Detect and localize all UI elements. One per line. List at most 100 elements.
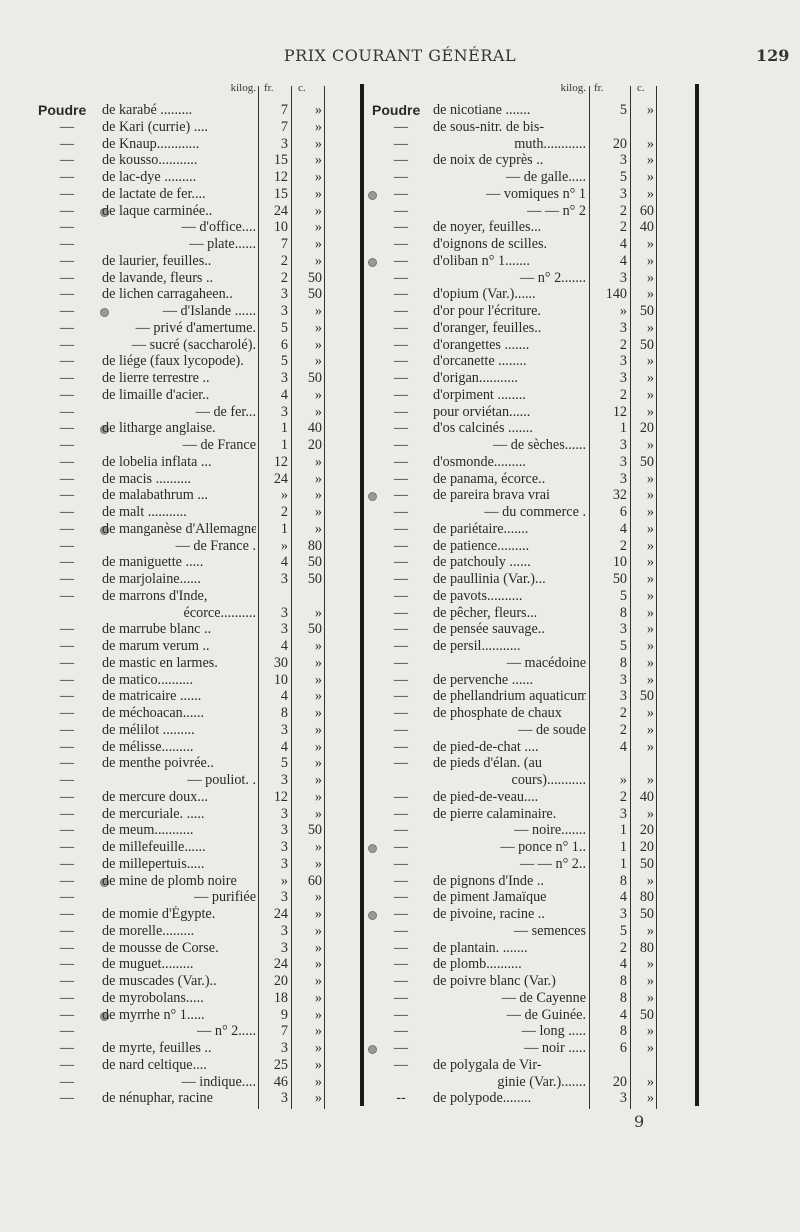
ditto-dash: — bbox=[393, 1040, 409, 1056]
ditto-dash: — bbox=[59, 370, 75, 386]
ditto-dash: — bbox=[59, 185, 75, 202]
price-centimes: » bbox=[314, 956, 322, 973]
item-name: — de fer... bbox=[195, 403, 256, 420]
page-number: 129 bbox=[756, 46, 790, 65]
price-francs: 3 bbox=[619, 621, 627, 638]
price-row: — d'oranger, feuilles.. 3 » bbox=[0, 320, 700, 337]
price-row: — de malt ........... 2 » bbox=[0, 504, 700, 521]
price-francs: 50 bbox=[612, 571, 627, 587]
price-row: — de mélilot ......... 3 » bbox=[0, 722, 700, 739]
price-row: — — — n° 2.. 1 50 bbox=[0, 856, 700, 873]
item-name: d'oliban n° 1....... bbox=[433, 252, 530, 269]
price-row: — d'orangettes ....... 2 50 bbox=[0, 337, 700, 354]
item-name: de pervenche ...... bbox=[433, 671, 534, 688]
item-name: — pouliot. . bbox=[187, 772, 256, 788]
ditto-dash: — bbox=[59, 219, 75, 236]
price-row: — de persil........... 5 » bbox=[0, 638, 700, 655]
item-name: — noir ..... bbox=[524, 1040, 586, 1056]
item-name: — de soude bbox=[518, 721, 586, 738]
price-centimes: » bbox=[646, 654, 654, 671]
ditto-dash: — bbox=[393, 939, 409, 956]
item-name: — de Cayenne bbox=[501, 989, 586, 1006]
price-centimes: » bbox=[314, 839, 322, 855]
price-centimes: » bbox=[314, 788, 322, 805]
item-name: de pied-de-veau.... bbox=[433, 788, 539, 805]
price-row: — de marrons d'Inde, bbox=[0, 588, 700, 605]
price-centimes: » bbox=[646, 604, 654, 621]
item-name: de macis .......... bbox=[102, 470, 192, 487]
price-centimes: » bbox=[646, 487, 654, 504]
price-row: — de morelle......... 3 » bbox=[0, 923, 700, 940]
price-francs: 12 bbox=[273, 453, 288, 470]
price-row: — d'osmonde......... 3 50 bbox=[0, 454, 700, 471]
price-row: — de millefeuille...... 3 » bbox=[0, 839, 700, 856]
price-francs: 4 bbox=[619, 889, 627, 906]
price-centimes: » bbox=[314, 939, 322, 956]
item-name: — de France . bbox=[175, 537, 256, 554]
price-francs: 4 bbox=[619, 236, 627, 252]
price-centimes: » bbox=[646, 269, 654, 286]
ditto-dash: — bbox=[59, 353, 75, 370]
price-row: — — privé d'amertume. 5 » bbox=[0, 320, 700, 337]
price-row: — — de Cayenne 8 » bbox=[0, 990, 700, 1007]
price-francs: 3 bbox=[619, 437, 627, 453]
price-centimes: » bbox=[646, 537, 654, 554]
price-row: — — vomiques n° 1 3 » bbox=[0, 186, 700, 203]
ditto-dash: — bbox=[59, 336, 75, 353]
price-centimes: » bbox=[314, 906, 322, 922]
price-centimes: » bbox=[646, 169, 654, 185]
item-name: — d'Islande ...... bbox=[162, 303, 256, 319]
price-row: — de lichen carragaheen.. 3 50 bbox=[0, 286, 700, 303]
price-centimes: » bbox=[646, 152, 654, 169]
price-row: — de millepertuis..... 3 » bbox=[0, 856, 700, 873]
quality-marker-icon bbox=[100, 525, 109, 535]
price-francs: » bbox=[280, 872, 288, 889]
ditto-dash: — bbox=[393, 688, 409, 705]
item-name: d'os calcinés ....... bbox=[433, 420, 533, 437]
price-francs: 3 bbox=[619, 688, 627, 705]
price-row: — de pied-de-chat .... 4 » bbox=[0, 739, 700, 756]
price-row: — de pierre calaminaire. 3 » bbox=[0, 806, 700, 823]
price-centimes: » bbox=[646, 1090, 654, 1107]
price-francs: 6 bbox=[619, 504, 627, 520]
price-row: — — d'office.... 10 » bbox=[0, 219, 700, 236]
price-row: Poudre de nicotiane ....... 5 » bbox=[0, 102, 700, 119]
price-row: — de phosphate de chaux 2 » bbox=[0, 705, 700, 722]
price-centimes: 50 bbox=[307, 621, 322, 638]
price-row: — de kousso........... 15 » bbox=[0, 152, 700, 169]
ditto-dash: — bbox=[393, 989, 409, 1006]
price-francs: 8 bbox=[619, 1023, 627, 1040]
item-name: de pied-de-chat .... bbox=[433, 738, 539, 755]
item-name: — du commerce . bbox=[484, 504, 586, 520]
ditto-dash: — bbox=[393, 738, 409, 755]
item-name: de panama, écorce.. bbox=[433, 470, 546, 487]
price-francs: 3 bbox=[619, 353, 627, 370]
signature-mark: 9 bbox=[634, 1112, 645, 1131]
ditto-dash: — bbox=[59, 571, 75, 587]
item-name: de pivoine, racine .. bbox=[433, 906, 545, 922]
item-name: — semences bbox=[513, 922, 586, 939]
price-francs: 12 bbox=[612, 403, 627, 420]
item-name: de myrobolans..... bbox=[102, 989, 204, 1006]
item-name: de laurier, feuilles.. bbox=[102, 252, 212, 269]
item-name: de pariétaire....... bbox=[433, 520, 529, 537]
c-header: c. bbox=[298, 82, 306, 94]
price-francs: 3 bbox=[280, 135, 288, 152]
item-name: — de France bbox=[182, 437, 256, 453]
item-name: de pieds d'élan. (au bbox=[433, 755, 542, 772]
ditto-dash: — bbox=[59, 152, 75, 169]
item-name: pour orviétan...... bbox=[433, 403, 531, 420]
ditto-dash: — bbox=[393, 822, 409, 839]
item-name: d'oignons de scilles. bbox=[433, 236, 548, 252]
price-centimes: » bbox=[314, 135, 322, 152]
table-rule bbox=[291, 86, 292, 1109]
price-francs: 4 bbox=[280, 688, 288, 705]
price-francs: 3 bbox=[619, 269, 627, 286]
ditto-dash: — bbox=[393, 403, 409, 420]
price-centimes: » bbox=[646, 386, 654, 403]
price-centimes: 40 bbox=[639, 219, 654, 236]
price-francs: 4 bbox=[280, 386, 288, 403]
item-name: de marrons d'Inde, bbox=[102, 587, 208, 604]
price-row: — de plantain. ....... 2 80 bbox=[0, 940, 700, 957]
price-row: — de menthe poivrée.. 5 » bbox=[0, 755, 700, 772]
